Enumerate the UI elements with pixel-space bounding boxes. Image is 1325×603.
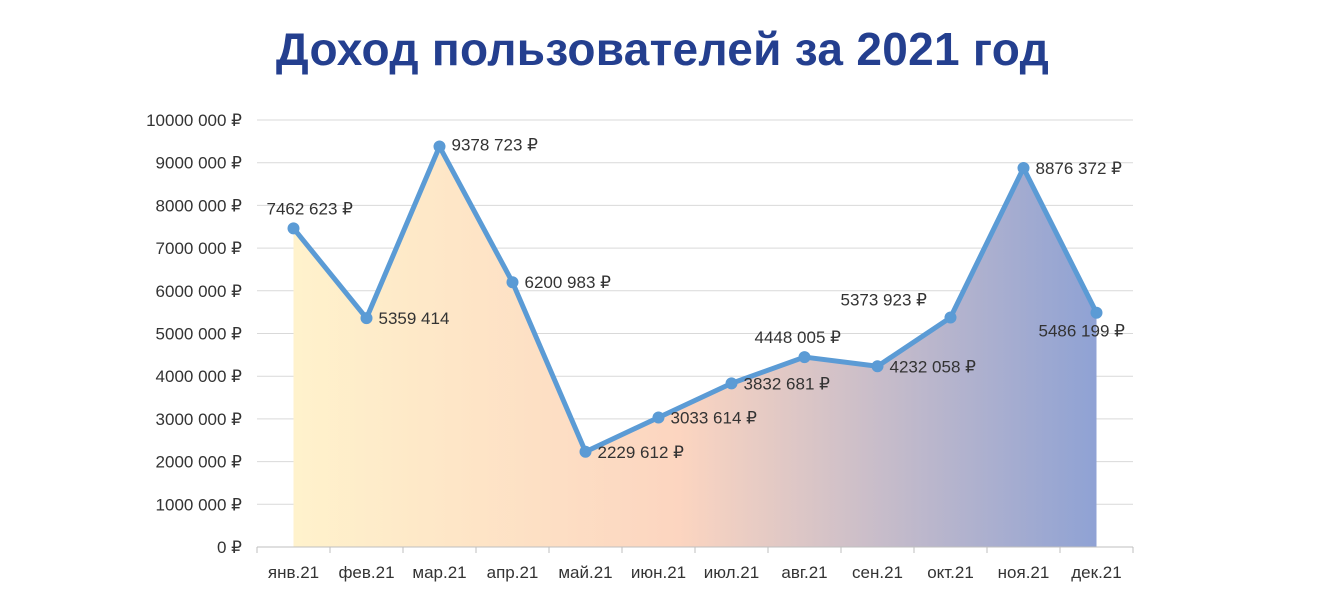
- y-axis-tick-label: 10000 000 ₽: [146, 111, 242, 130]
- data-label: 2229 612 ₽: [598, 443, 685, 462]
- data-label: 3832 681 ₽: [744, 374, 831, 393]
- data-point-marker: [725, 377, 738, 390]
- y-axis-tick-labels: 0 ₽ 1000 000 ₽ 2000 000 ₽ 3000 000 ₽ 4000 00…: [146, 111, 242, 557]
- y-axis-tick-label: 6000 000 ₽: [156, 282, 243, 301]
- data-point-marker: [579, 445, 592, 458]
- data-label: 4448 005 ₽: [755, 328, 842, 347]
- data-point-marker: [506, 276, 519, 289]
- x-axis-tick-label: мар.21: [412, 563, 466, 582]
- data-point-marker: [652, 411, 665, 424]
- x-axis-tick-labels: янв.21 фев.21 мар.21 апр.21 май.21 июн.21 июл.…: [268, 563, 1122, 582]
- y-axis-tick-label: 0 ₽: [217, 538, 242, 557]
- data-point-marker: [798, 351, 811, 364]
- x-axis-tick-label: сен.21: [852, 563, 903, 582]
- x-axis: [256, 546, 1134, 553]
- y-axis-tick-label: 4000 000 ₽: [156, 367, 243, 386]
- data-point-marker: [944, 311, 957, 324]
- y-axis-tick-label: 8000 000 ₽: [156, 196, 243, 215]
- data-point-marker: [433, 140, 446, 153]
- y-axis-tick-label: 5000 000 ₽: [156, 325, 243, 344]
- x-axis-tick-label: ноя.21: [998, 563, 1050, 582]
- x-axis-tick-label: авг.21: [781, 563, 827, 582]
- x-axis-tick-label: май.21: [558, 563, 612, 582]
- data-label: 3033 614 ₽: [671, 408, 758, 427]
- x-axis-tick-label: дек.21: [1071, 563, 1121, 582]
- x-axis-tick-label: июл.21: [704, 563, 759, 582]
- data-label: 5373 923 ₽: [841, 291, 928, 310]
- data-point-marker: [360, 312, 373, 325]
- data-point-marker: [871, 360, 884, 373]
- series-line-group: [291, 144, 1099, 455]
- y-axis-tick-label: 1000 000 ₽: [156, 495, 243, 514]
- x-axis-tick-label: окт.21: [927, 563, 974, 582]
- data-point-marker: [1090, 306, 1103, 319]
- data-label: 5486 199 ₽: [1039, 322, 1126, 341]
- data-label: 4232 058 ₽: [890, 357, 977, 376]
- y-axis-tick-label: 3000 000 ₽: [156, 410, 243, 429]
- x-axis-tick-label: апр.21: [487, 563, 539, 582]
- x-axis-tick-label: фев.21: [338, 563, 394, 582]
- data-label: 7462 623 ₽: [267, 199, 354, 218]
- data-points: [287, 140, 1103, 458]
- data-label: 8876 372 ₽: [1036, 159, 1123, 178]
- series-line: [291, 144, 1099, 455]
- data-label: 6200 983 ₽: [525, 273, 612, 292]
- y-axis-tick-label: 9000 000 ₽: [156, 154, 243, 173]
- x-axis-tick-label: янв.21: [268, 563, 319, 582]
- data-label: 9378 723 ₽: [452, 136, 539, 155]
- data-point-marker: [287, 222, 300, 235]
- area-fill: [293, 146, 1097, 547]
- chart-title: Доход пользователей за 2021 год: [275, 23, 1050, 75]
- data-label: 5359 414: [379, 309, 450, 328]
- data-point-marker: [1017, 161, 1030, 174]
- y-axis-tick-label: 7000 000 ₽: [156, 239, 243, 258]
- x-axis-tick-label: июн.21: [631, 563, 686, 582]
- data-labels: 7462 623 ₽ 5359 414 9378 723 ₽ 6200 983 ₽ 22…: [267, 136, 1126, 462]
- area-fill-group: [293, 146, 1097, 547]
- y-axis-tick-label: 2000 000 ₽: [156, 453, 243, 472]
